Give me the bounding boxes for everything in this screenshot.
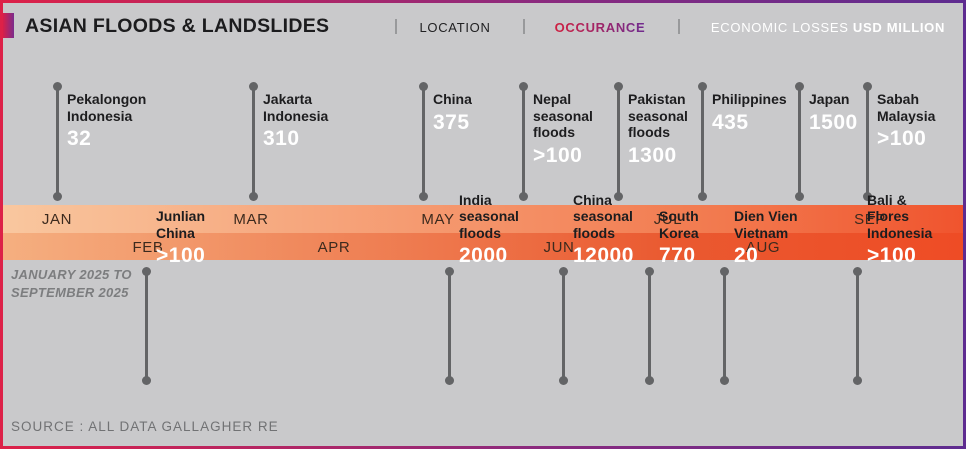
- month-label-jan: JAN: [41, 211, 73, 228]
- event-loss-value: 20: [734, 244, 759, 267]
- event-location: Pakistan seasonal floods: [628, 91, 688, 140]
- source-label: SOURCE : ALL DATA GALLAGHER RE: [11, 419, 279, 434]
- event-connector-line: [644, 267, 654, 385]
- event-loss-value: 375: [433, 110, 470, 134]
- month-label-jun: JUN: [543, 239, 575, 256]
- event-connector-line: [852, 267, 862, 385]
- legend-occurance-label: OCCURANCE: [554, 20, 646, 35]
- month-label-apr: APR: [317, 239, 351, 256]
- event-connector-line: [518, 82, 528, 201]
- event-location: Dien Vien Vietnam: [734, 208, 798, 241]
- event-connector-line: [719, 267, 729, 385]
- month-label-may: MAY: [421, 211, 455, 228]
- title-accent-square: [3, 13, 14, 38]
- timeline-band-even-months: [3, 233, 963, 260]
- event-location: India seasonal floods: [459, 191, 519, 241]
- event-connector-line: [248, 82, 258, 201]
- event-loss-value: 310: [263, 127, 300, 150]
- page-title: ASIAN FLOODS & LANDSLIDES: [25, 15, 330, 37]
- legend-economic-losses-label: ECONOMIC LOSSES USD MILLION: [711, 20, 945, 35]
- event-location: Nepal seasonal floods: [533, 91, 593, 140]
- event-loss-value: >100: [867, 244, 917, 267]
- event-location: Jakarta Indonesia: [263, 91, 329, 124]
- legend-location-label: LOCATION: [419, 20, 491, 35]
- event-connector-line: [141, 267, 151, 385]
- event-location: Pekalongon Indonesia: [67, 91, 147, 124]
- event-connector-line: [794, 82, 804, 201]
- event-location: Bali & Flores Indonesia: [867, 191, 933, 241]
- event-connector-line: [444, 267, 454, 385]
- event-loss-value: 2000: [459, 244, 508, 267]
- legend-divider: [678, 19, 680, 34]
- event-loss-value: >100: [533, 143, 583, 167]
- event-connector-line: [613, 82, 623, 201]
- event-connector-line: [52, 82, 62, 201]
- event-connector-line: [418, 82, 428, 201]
- event-location: China seasonal floods: [573, 191, 633, 241]
- event-location: Philippines: [712, 91, 787, 107]
- month-label-jul: JUL: [653, 211, 683, 228]
- event-loss-value: 12000: [573, 244, 634, 267]
- event-loss-value: 32: [67, 127, 92, 150]
- legend-divider: [523, 19, 525, 34]
- event-loss-value: >100: [877, 127, 927, 150]
- event-connector-line: [862, 82, 872, 201]
- event-loss-value: >100: [156, 244, 206, 267]
- infographic-canvas: ASIAN FLOODS & LANDSLIDES LOCATION OCCUR…: [3, 3, 963, 446]
- event-loss-value: 1300: [628, 143, 677, 167]
- month-label-aug: AUG: [745, 239, 781, 256]
- month-label-mar: MAR: [233, 211, 269, 228]
- event-location: Sabah Malaysia: [877, 91, 936, 124]
- event-connector-line: [558, 267, 568, 385]
- legend-economic-losses-text: ECONOMIC LOSSES: [710, 20, 853, 35]
- event-location: South Korea: [659, 208, 699, 241]
- event-loss-value: 435: [712, 110, 749, 134]
- legend-economic-losses-unit: USD MILLION: [852, 20, 946, 35]
- month-label-sep: SEP: [854, 211, 886, 228]
- event-location: China: [433, 91, 472, 107]
- period-label: JANUARY 2025 TO SEPTEMBER 2025: [11, 267, 132, 300]
- event-loss-value: 1500: [809, 110, 858, 134]
- event-location: Japan: [809, 91, 850, 107]
- month-label-feb: FEB: [132, 239, 164, 256]
- timeline-band-odd-months: [3, 205, 963, 233]
- event-location: Junlian China: [156, 208, 206, 241]
- event-loss-value: 770: [659, 244, 696, 267]
- event-connector-line: [697, 82, 707, 201]
- legend-divider: [395, 19, 397, 34]
